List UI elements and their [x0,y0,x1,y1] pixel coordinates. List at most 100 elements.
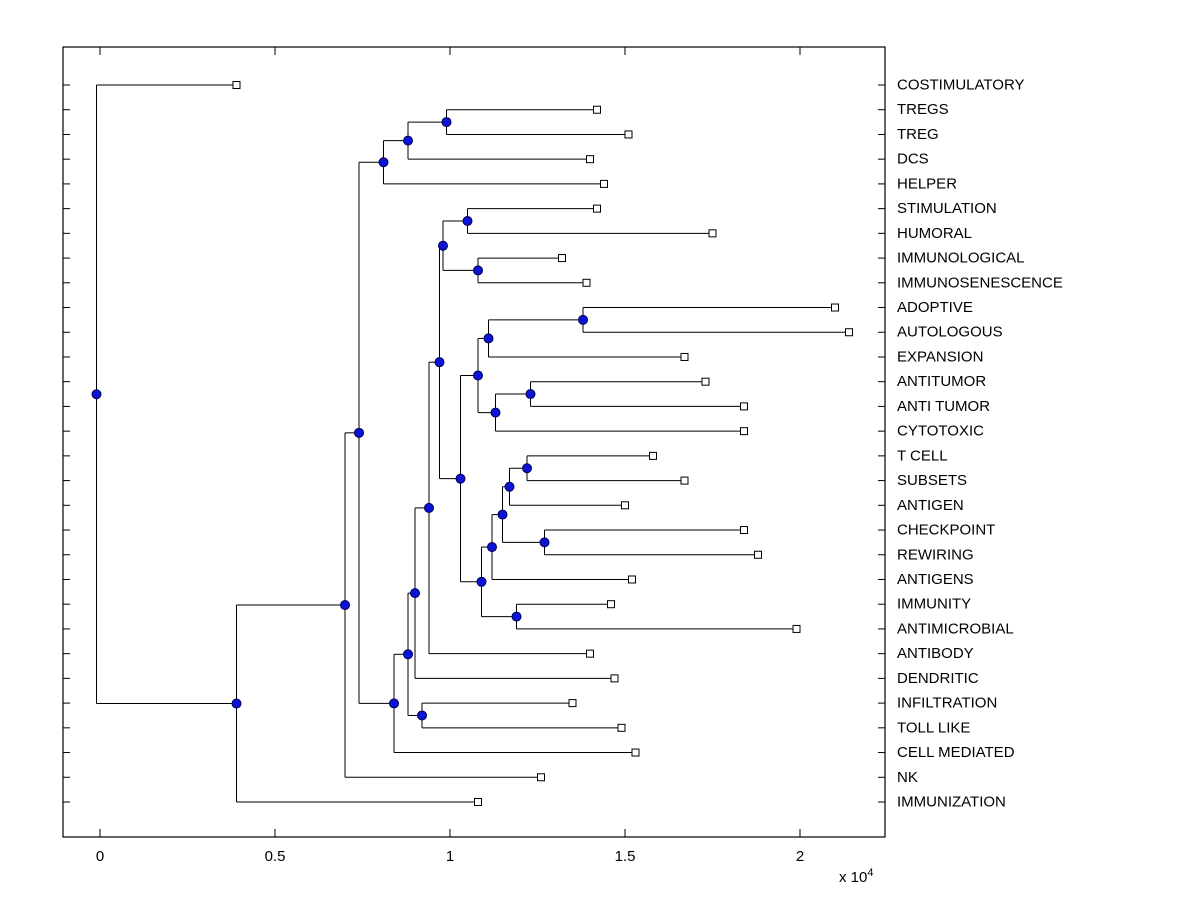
leaf-label: ANTI TUMOR [897,398,990,415]
leaf-label: TOLL LIKE [897,719,970,736]
leaf-label: ANTIMICROBIAL [897,620,1014,637]
branch-node-marker [231,698,242,709]
axis-exponent-label: x 104 [839,867,873,886]
leaf-label: IMMUNOSENESCENCE [897,274,1063,291]
axis-exponent-prefix: x 10 [839,869,868,886]
branch-node-marker [378,157,389,168]
branch-node-marker [511,611,522,622]
leaf-node-marker [586,649,594,658]
leaf-node-marker [740,526,748,535]
branch-node-marker [539,537,550,548]
leaf-label: TREGS [897,101,949,118]
x-tick-label: 0 [96,848,104,865]
leaf-node-marker [680,476,689,485]
branch-node-marker [441,117,452,128]
leaf-node-marker [708,229,717,238]
branch-node-marker [490,407,501,418]
leaf-node-marker [582,278,591,287]
branch-node-marker [417,710,427,721]
leaf-label: IMMUNOLOGICAL [897,250,1025,267]
leaf-label: T CELL [897,447,948,464]
leaf-node-marker [792,624,801,633]
leaf-label: EXPANSION [897,348,983,365]
leaf-label: DCS [897,151,929,168]
leaf-node-marker [624,130,633,139]
x-tick-label: 2 [796,848,804,865]
leaf-label: ANTIGENS [897,571,974,588]
leaf-label: SUBSETS [897,472,967,489]
leaf-node-marker [568,699,577,708]
x-tick-label: 0.5 [265,848,286,865]
leaf-node-marker [621,501,629,510]
branch-node-marker [578,314,588,325]
branch-node-marker [462,215,473,226]
axis-exponent-value: 4 [867,867,874,879]
leaf-label: ANTIGEN [897,497,964,514]
branch-node-marker [497,509,508,520]
branch-node-marker [403,649,413,660]
leaf-label: DENDRITIC [897,670,979,687]
branch-node-marker [438,240,448,251]
leaf-label: CELL MEDIATED [897,744,1015,761]
leaf-node-marker [474,798,482,806]
leaf-node-marker [232,81,241,89]
leaf-node-marker [631,748,640,757]
leaf-node-marker [831,303,839,312]
branch-node-marker [473,265,483,276]
branch-node-marker [504,481,515,492]
leaf-node-marker [701,377,710,386]
branch-node-marker [487,542,497,553]
leaf-node-marker [649,451,657,460]
leaf-node-marker [586,155,594,164]
leaf-node-marker [593,204,601,213]
branch-node-marker [455,473,466,484]
leaf-label: ADOPTIVE [897,299,973,316]
leaf-node-marker [537,773,545,782]
branch-node-marker [354,427,364,438]
x-tick-label: 1 [446,848,454,865]
branch-node-marker [476,576,487,587]
branch-node-marker [340,600,350,611]
leaf-label: ANTIBODY [897,645,974,662]
branch-node-marker [522,463,532,474]
leaf-node-marker [617,723,626,732]
leaf-node-marker [593,105,601,114]
leaf-label: TREG [897,126,939,143]
leaf-label: REWIRING [897,546,974,563]
leaf-node-marker [740,402,748,411]
leaf-node-marker [600,179,608,188]
leaf-label: CHECKPOINT [897,522,995,539]
leaf-label: HELPER [897,175,957,192]
leaf-node-marker [680,352,689,361]
branch-node-marker [389,698,399,709]
leaf-node-marker [845,328,853,337]
branch-node-marker [91,389,102,400]
leaf-label: IMMUNITY [897,596,971,613]
leaf-node-marker [607,600,615,609]
leaf-node-marker [740,427,748,436]
plot-box [62,46,886,838]
leaf-label: COSTIMULATORY [897,77,1025,94]
leaf-label: NK [897,769,918,786]
branch-node-marker [403,135,413,146]
leaf-node-marker [610,674,619,683]
branch-node-marker [410,588,420,599]
x-tick-label: 1.5 [615,848,636,865]
branch-node-marker [473,370,483,381]
leaf-label: AUTOLOGOUS [897,324,1003,341]
branch-node-marker [434,357,445,368]
leaf-node-marker [754,550,762,559]
leaf-label: IMMUNIZATION [897,794,1006,811]
leaf-label: CYTOTOXIC [897,423,984,440]
leaf-node-marker [628,575,636,584]
leaf-label: INFILTRATION [897,695,997,712]
leaf-label: ANTITUMOR [897,373,986,390]
branch-node-marker [483,333,494,344]
branch-node-marker [525,389,536,400]
branch-node-marker [424,502,434,513]
leaf-label: STIMULATION [897,200,997,217]
leaf-node-marker [558,254,566,263]
leaf-label: HUMORAL [897,225,972,242]
